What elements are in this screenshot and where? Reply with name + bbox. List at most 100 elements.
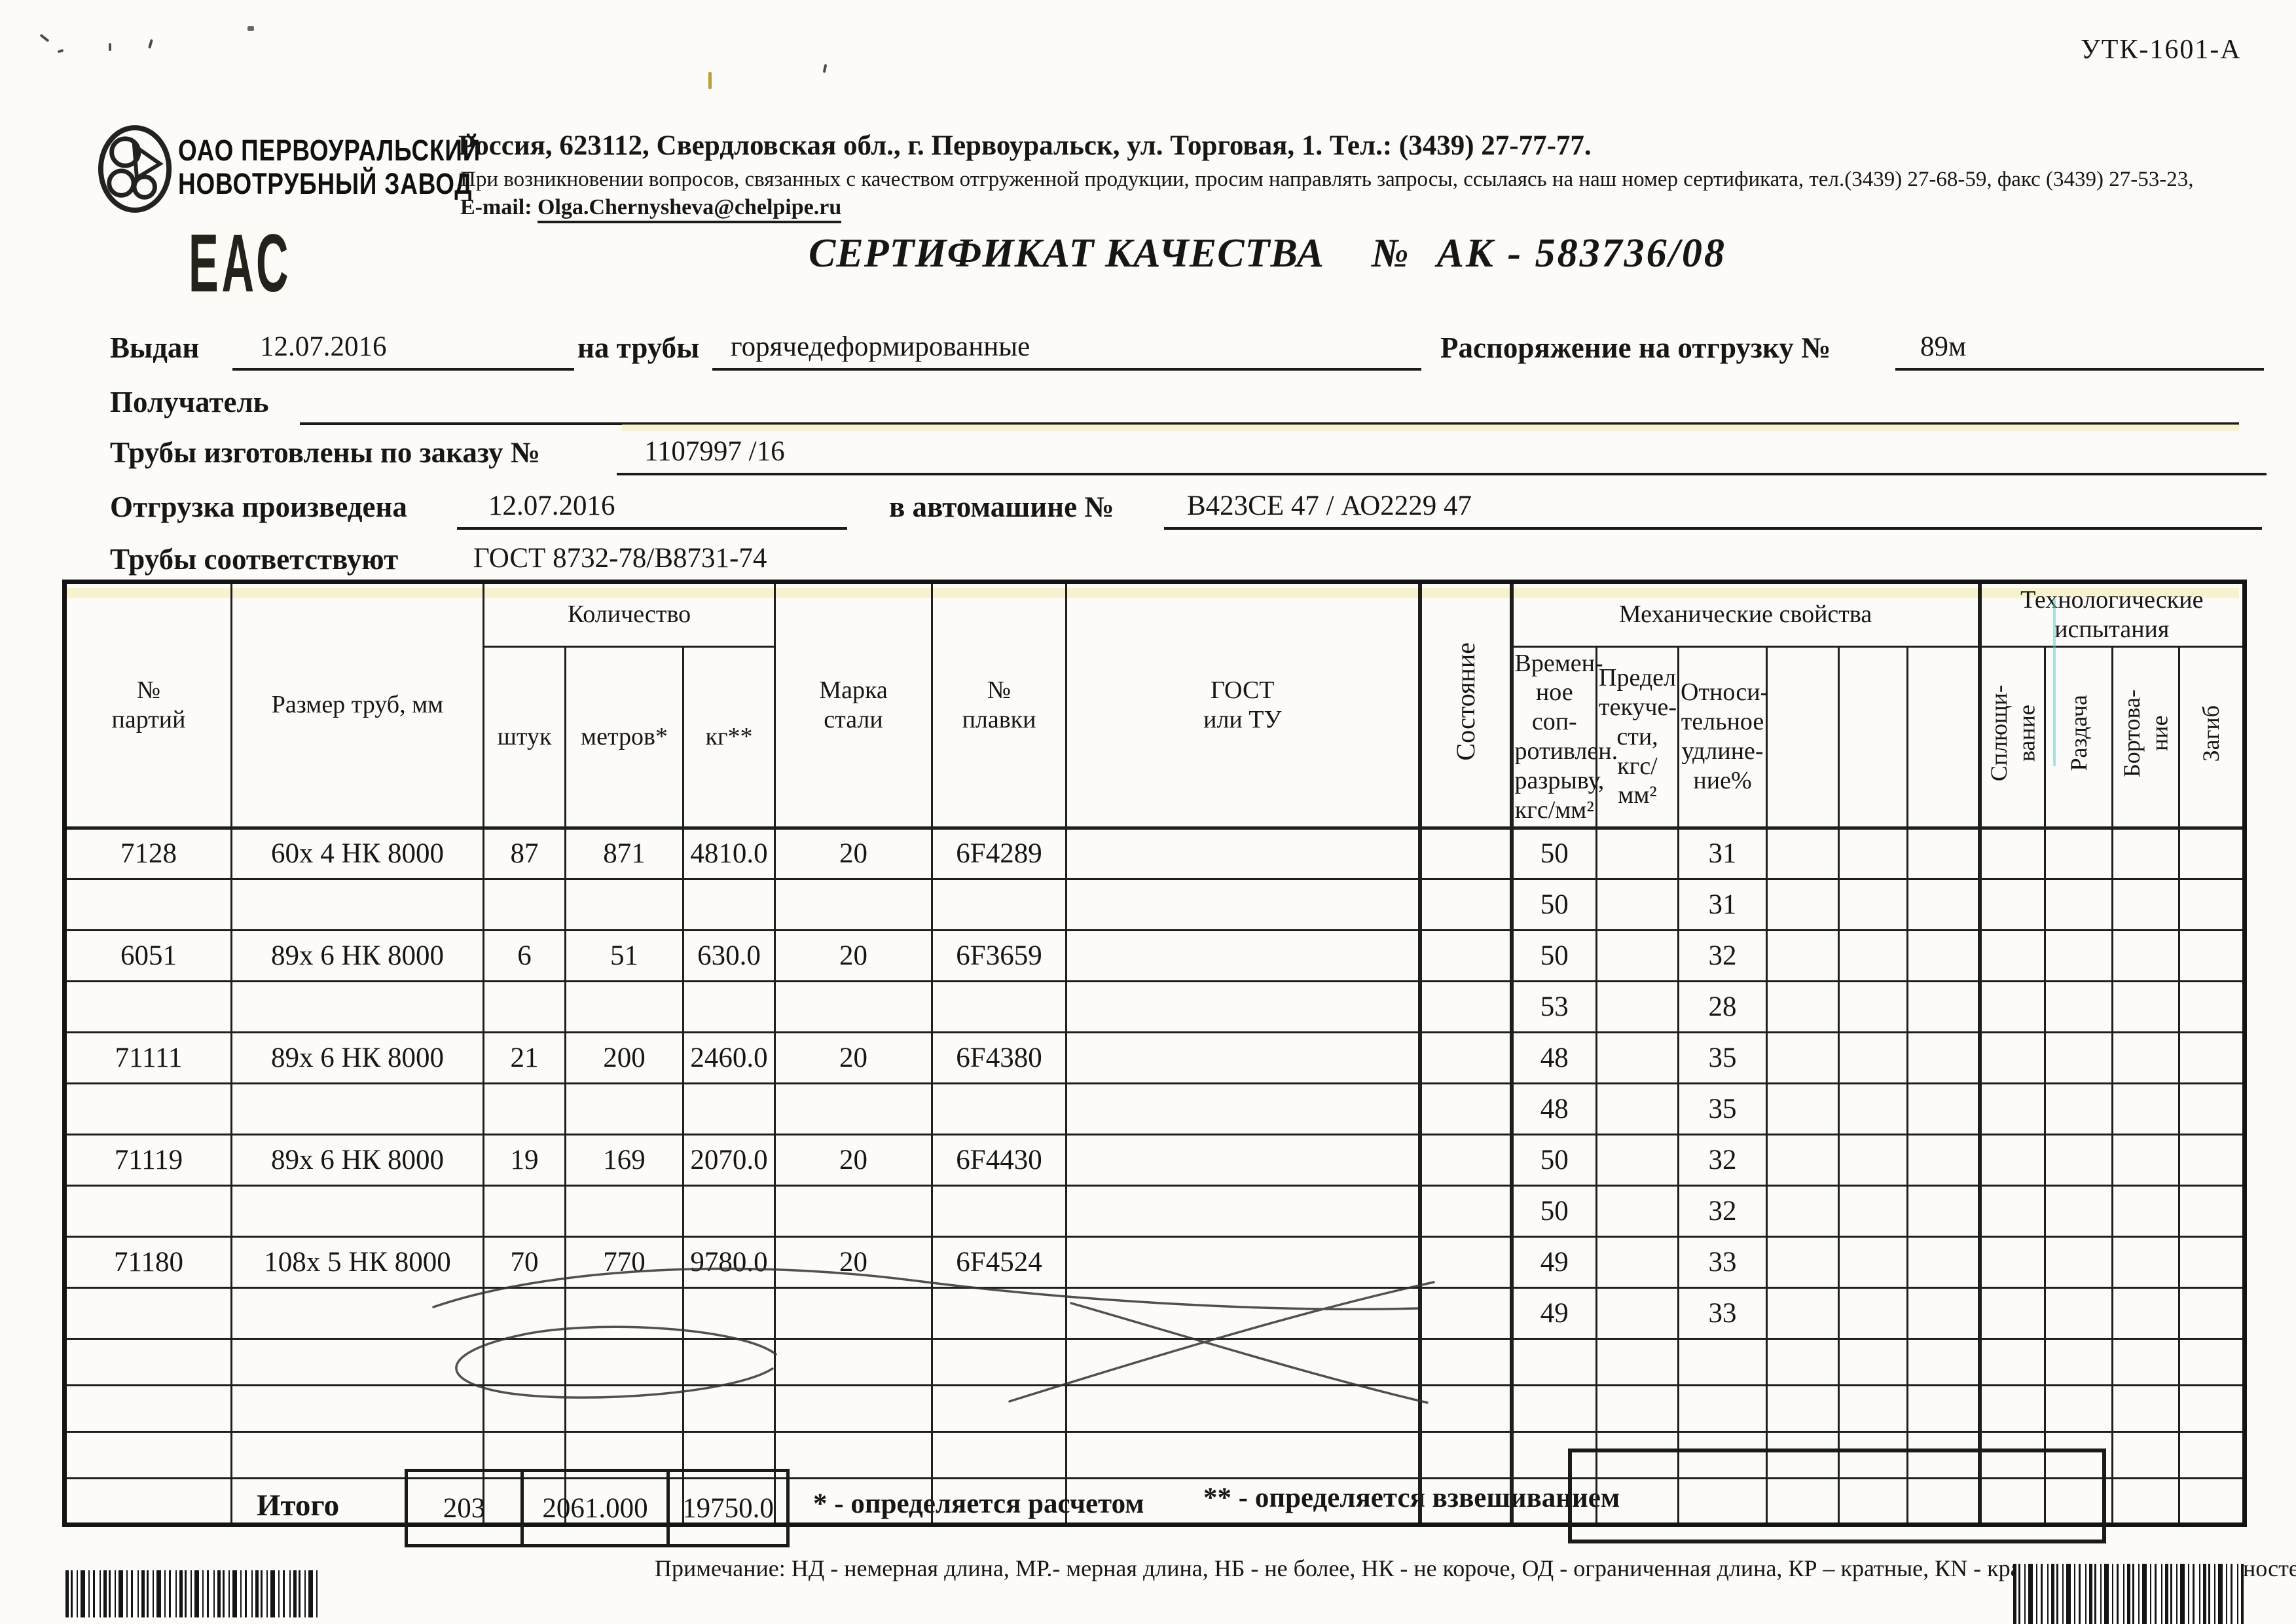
table-cell	[2111, 1082, 2181, 1135]
table-cell	[64, 1082, 232, 1135]
certificate-table: № партий Размер труб, мм Количество Марк…	[62, 580, 2248, 1527]
table-cell	[1065, 1430, 1421, 1479]
table-cell	[2044, 929, 2114, 982]
table-cell	[1509, 1384, 1598, 1433]
table-cell	[230, 1286, 484, 1340]
table-cell	[682, 1082, 776, 1135]
shipment-order-value: 89м	[1895, 329, 2264, 371]
table-cell	[1977, 1477, 2047, 1526]
table-cell	[682, 980, 776, 1033]
table-cell: 6F3659	[931, 929, 1068, 982]
table-cell	[1838, 826, 1909, 880]
col-pieces: штук	[483, 645, 566, 830]
table-cell	[1838, 1031, 1909, 1084]
table-cell	[1838, 929, 1909, 982]
col-yield-strength: Предел текуче- сти, кгс/мм²	[1595, 645, 1680, 830]
table-cell	[1838, 1133, 1909, 1187]
table-cell: 35	[1677, 1082, 1768, 1135]
table-cell	[564, 980, 684, 1033]
table-cell	[931, 1286, 1068, 1340]
table-cell	[1417, 826, 1513, 880]
table-cell	[564, 877, 684, 931]
receiver-value-blank	[300, 383, 2239, 425]
table-cell: 89х 6 НК 8000	[230, 1031, 484, 1084]
table-cell	[1906, 1286, 1981, 1340]
table-cell	[1065, 980, 1421, 1033]
table-cell	[1906, 1031, 1981, 1084]
table-cell	[1065, 1235, 1421, 1289]
table-cell	[1766, 1286, 1840, 1340]
pipes-label: на трубы	[577, 331, 700, 364]
table-row: 50 31	[64, 877, 2246, 931]
table-cell	[1417, 1031, 1513, 1084]
table-cell	[1065, 1337, 1421, 1386]
conform-value: ГОСТ 8732-78/В8731-74	[450, 540, 1378, 582]
table-cell	[483, 1477, 566, 1526]
table-cell	[1509, 1430, 1598, 1479]
table-row	[64, 1477, 2246, 1526]
table-cell	[1766, 1337, 1840, 1386]
table-cell	[774, 877, 934, 931]
table-cell	[1766, 1384, 1840, 1433]
table-cell	[1977, 1133, 2047, 1187]
table-row	[64, 1384, 2246, 1433]
table-cell	[1677, 1384, 1768, 1433]
table-cell: 70	[483, 1235, 566, 1289]
table-cell	[564, 1384, 684, 1433]
pipes-value: горячедеформированные	[712, 329, 1421, 371]
table-cell: 33	[1677, 1286, 1768, 1340]
col-state: Состояние	[1417, 581, 1513, 830]
table-cell	[1838, 1384, 1909, 1433]
table-cell	[1766, 1430, 1840, 1479]
table-cell	[931, 1184, 1068, 1238]
receiver-label: Получатель	[110, 386, 269, 418]
table-cell	[1906, 1337, 1981, 1386]
table-cell	[64, 877, 232, 931]
table-cell: 49	[1509, 1286, 1598, 1340]
totals-box: 203 2061.000 19750.0	[405, 1469, 790, 1547]
col-heat-no: № плавки	[931, 581, 1068, 830]
table-cell: 169	[564, 1133, 684, 1187]
table-cell	[2044, 826, 2114, 880]
scan-speck	[57, 48, 64, 54]
table-cell	[483, 1384, 566, 1433]
table-cell	[1977, 1337, 2047, 1386]
table-cell	[1595, 980, 1680, 1033]
table-cell	[1065, 877, 1421, 931]
table-cell	[483, 1337, 566, 1386]
table-cell	[1766, 1082, 1840, 1135]
col-tensile-strength: Времен- ное соп- ротивлен. разрыву, кгс/…	[1509, 645, 1618, 830]
table-cell	[1595, 1384, 1680, 1433]
col-spare-1	[1766, 645, 1840, 830]
table-row: 48 35	[64, 1082, 2246, 1135]
table-cell	[2178, 980, 2246, 1033]
table-cell: 770	[564, 1235, 684, 1289]
table-cell	[1065, 1133, 1421, 1187]
table-body: 7128 60х 4 НК 8000 87 871 4810.0 20 6F4289 50 31…	[64, 826, 2246, 1526]
table-cell	[564, 1477, 684, 1526]
table-cell	[1417, 1337, 1513, 1386]
table-cell	[931, 1477, 1068, 1526]
table-cell	[774, 1477, 934, 1526]
table-cell	[1417, 929, 1513, 982]
table-cell	[931, 1337, 1068, 1386]
table-cell	[1977, 1184, 2047, 1238]
table-cell	[2044, 1337, 2114, 1386]
table-cell	[1838, 1082, 1909, 1135]
table-cell	[2178, 1235, 2246, 1289]
scan-speck	[708, 72, 712, 89]
table-cell: 50	[1509, 1133, 1598, 1187]
table-cell	[1977, 1082, 2047, 1135]
table-cell	[2044, 1133, 2114, 1187]
table-cell	[1595, 1477, 1680, 1526]
table-cell	[1766, 1031, 1840, 1084]
table-cell	[1595, 1337, 1680, 1386]
table-cell	[230, 980, 484, 1033]
table-cell	[564, 1082, 684, 1135]
table-cell	[230, 1184, 484, 1238]
table-cell	[2111, 1031, 2181, 1084]
table-cell	[2111, 1133, 2181, 1187]
table-cell	[2111, 1235, 2181, 1289]
table-cell	[483, 980, 566, 1033]
